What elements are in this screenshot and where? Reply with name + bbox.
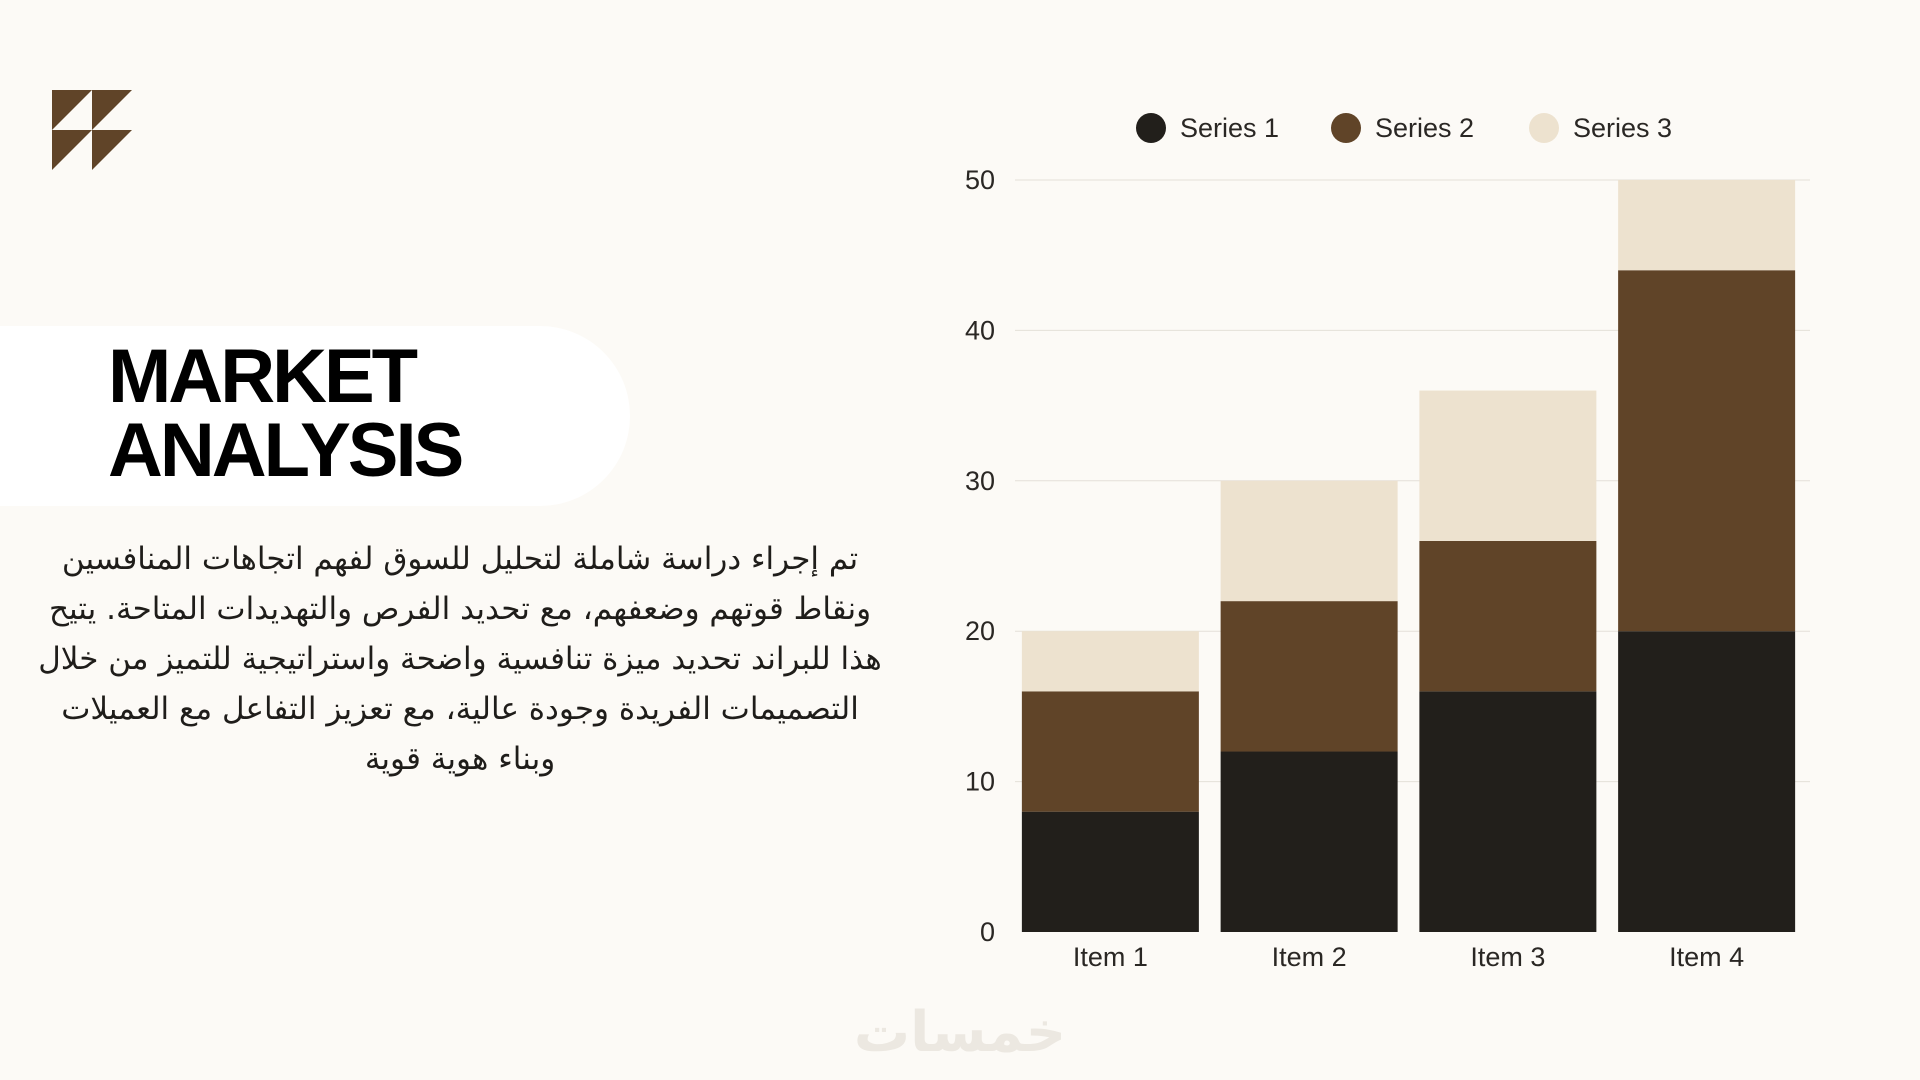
triangles-logo-icon bbox=[52, 90, 132, 170]
x-axis: Item 1 Item 2 Item 3 Item 4 bbox=[1073, 942, 1744, 972]
description-paragraph: تم إجراء دراسة شاملة لتحليل للسوق لفهم ا… bbox=[38, 541, 882, 777]
legend-swatch bbox=[1136, 113, 1166, 143]
x-tick-label: Item 1 bbox=[1073, 942, 1148, 972]
y-tick-label: 10 bbox=[965, 767, 995, 797]
bar-segment bbox=[1618, 270, 1796, 632]
legend-label: Series 1 bbox=[1180, 113, 1279, 143]
y-tick-label: 40 bbox=[965, 315, 995, 345]
y-axis: 0 10 20 30 40 50 bbox=[965, 165, 995, 947]
legend-swatch bbox=[1529, 113, 1559, 143]
y-tick-label: 20 bbox=[965, 616, 995, 646]
watermark-logo: خمسات bbox=[853, 1000, 1067, 1065]
title-line-2: ANALYSIS bbox=[108, 408, 464, 493]
chart-bars bbox=[1021, 180, 1796, 932]
y-tick-label: 30 bbox=[965, 466, 995, 496]
bar-segment bbox=[1618, 180, 1796, 271]
legend-label: Series 2 bbox=[1375, 113, 1474, 143]
y-tick-label: 50 bbox=[965, 165, 995, 195]
title-background-pill bbox=[0, 326, 630, 506]
chart-legend: Series 1 Series 2 Series 3 bbox=[1136, 113, 1672, 143]
y-tick-label: 0 bbox=[980, 917, 995, 947]
title-line-1: MARKET bbox=[108, 334, 418, 419]
x-tick-label: Item 3 bbox=[1470, 942, 1545, 972]
bar-segment bbox=[1021, 811, 1199, 932]
x-tick-label: Item 4 bbox=[1669, 942, 1744, 972]
bar-segment bbox=[1021, 691, 1199, 812]
bar-segment bbox=[1220, 601, 1398, 752]
bar-segment bbox=[1419, 390, 1597, 541]
bar-segment bbox=[1419, 540, 1597, 692]
bar-segment bbox=[1021, 631, 1199, 692]
bar-segment bbox=[1618, 631, 1796, 932]
bar-segment bbox=[1220, 480, 1398, 602]
bar-segment bbox=[1220, 751, 1398, 932]
bar-segment bbox=[1419, 691, 1597, 932]
x-tick-label: Item 2 bbox=[1272, 942, 1347, 972]
legend-swatch bbox=[1331, 113, 1361, 143]
stacked-bar-chart: Series 1 Series 2 Series 3 0 10 20 30 40 50 Ite… bbox=[965, 113, 1810, 972]
page-title: MARKET ANALYSIS bbox=[108, 334, 464, 493]
legend-label: Series 3 bbox=[1573, 113, 1672, 143]
